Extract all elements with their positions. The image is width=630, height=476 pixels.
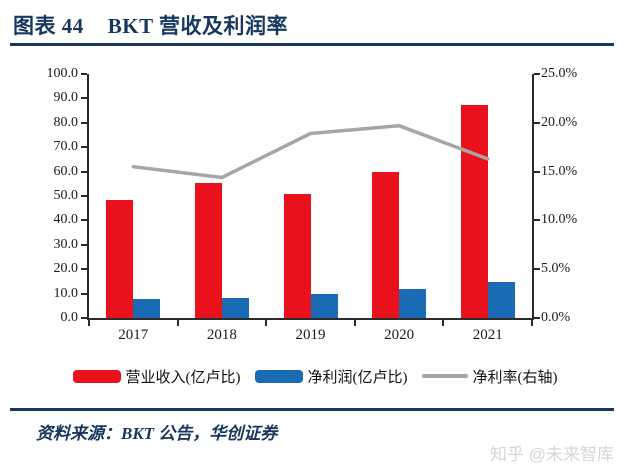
left-axis-tick	[81, 73, 87, 75]
right-axis-line	[532, 74, 534, 320]
legend-item: 营业收入(亿卢比)	[72, 366, 241, 387]
left-axis-tick	[81, 268, 87, 271]
left-axis-tick	[81, 195, 87, 197]
left-axis-tick-label: 70.0	[53, 139, 79, 155]
caption-divider	[10, 43, 614, 46]
left-axis-tick	[81, 243, 87, 246]
net-profit-bar	[399, 288, 427, 318]
left-axis-tick-label: 50.0	[53, 188, 79, 203]
revenue-bar	[460, 104, 488, 318]
legend-item: 净利率(右轴)	[421, 366, 558, 387]
left-axis-tick	[81, 317, 87, 319]
watermark: 知乎 @未来智库	[490, 445, 614, 464]
left-axis-tick	[81, 121, 87, 124]
right-axis-tick-label: 25.0%	[541, 66, 578, 81]
net-profit-bar	[221, 298, 249, 318]
right-axis-tick	[534, 317, 540, 319]
left-axis-tick	[81, 292, 87, 295]
x-axis-category-label: 2018	[206, 327, 237, 343]
left-axis-tick-label: 30.0	[53, 236, 79, 252]
right-axis-tick-label: 5.0%	[541, 261, 571, 277]
x-axis-tick	[88, 320, 90, 326]
revenue-bar	[372, 172, 400, 318]
net-margin-polyline	[131, 123, 490, 180]
right-axis-tick	[534, 121, 540, 124]
right-axis-tick-label: 0.0%	[541, 310, 571, 325]
net-profit-bar	[310, 293, 338, 318]
x-axis-tick	[531, 320, 533, 326]
x-axis-category-label: 2017	[118, 327, 149, 343]
bottom-axis-line	[87, 318, 534, 320]
x-axis-tick	[353, 320, 356, 326]
net-profit-bar	[487, 282, 515, 318]
legend-label: 营业收入(亿卢比)	[125, 369, 241, 386]
source-note: 资料来源：BKT 公告，华创证券	[36, 424, 278, 443]
figure-title: BKT 营收及利润率	[107, 14, 288, 38]
right-axis-tick	[534, 219, 540, 222]
left-axis-tick-label: 20.0	[53, 261, 79, 277]
left-axis-tick-label: 100.0	[46, 66, 79, 81]
left-axis-tick-label: 0.0	[60, 310, 79, 325]
left-axis-tick-label: 90.0	[53, 90, 79, 106]
left-axis-tick	[81, 219, 87, 222]
net-profit-bar	[133, 298, 161, 318]
figure-number: 图表 44	[13, 14, 84, 38]
legend-label: 净利率(右轴)	[472, 369, 558, 386]
left-axis-tick-label: 60.0	[53, 163, 79, 179]
left-axis-tick-label: 40.0	[53, 212, 79, 228]
legend-bar-swatch	[72, 369, 121, 383]
legend-label: 净利润(亿卢比)	[307, 369, 408, 386]
left-axis-tick-label: 80.0	[53, 114, 79, 130]
left-axis-tick-label: 10.0	[53, 285, 79, 301]
figure-caption: 图表 44 BKT 营收及利润率	[13, 10, 288, 40]
legend-bar-swatch	[254, 369, 303, 383]
right-axis-tick	[534, 73, 540, 75]
right-axis-tick	[534, 268, 540, 271]
right-axis-tick-label: 15.0%	[541, 163, 578, 179]
x-axis-tick	[176, 320, 179, 326]
right-axis-tick-label: 10.0%	[541, 212, 578, 228]
x-axis-tick	[265, 320, 268, 326]
right-axis-tick	[534, 170, 540, 173]
footer-divider	[10, 408, 614, 411]
legend-item: 净利润(亿卢比)	[254, 366, 408, 387]
revenue-bar	[283, 194, 311, 318]
dual-axis-bar-line-chart: 0.0 10.0 20.0 30.0 40.0 50.0 60.0 70.0 80.0 90.0 1…	[46, 66, 578, 343]
left-axis-tick	[81, 97, 87, 100]
plot-area	[81, 73, 540, 326]
revenue-bar	[194, 183, 222, 318]
revenue-bar	[106, 199, 134, 318]
left-axis-tick	[81, 146, 87, 149]
x-axis-tick	[442, 320, 445, 326]
net-margin-line	[131, 123, 490, 180]
x-axis-category-label: 2021	[472, 327, 503, 343]
x-axis-category-label: 2020	[384, 327, 415, 343]
x-axis-category-label: 2019	[295, 327, 326, 343]
right-axis-tick-label: 20.0%	[541, 114, 578, 130]
chart-legend: 营业收入(亿卢比) 净利润(亿卢比) 净利率(右轴)	[0, 363, 630, 389]
legend-line-swatch	[421, 374, 468, 378]
left-axis-tick	[81, 170, 87, 173]
left-axis-line	[87, 74, 89, 320]
